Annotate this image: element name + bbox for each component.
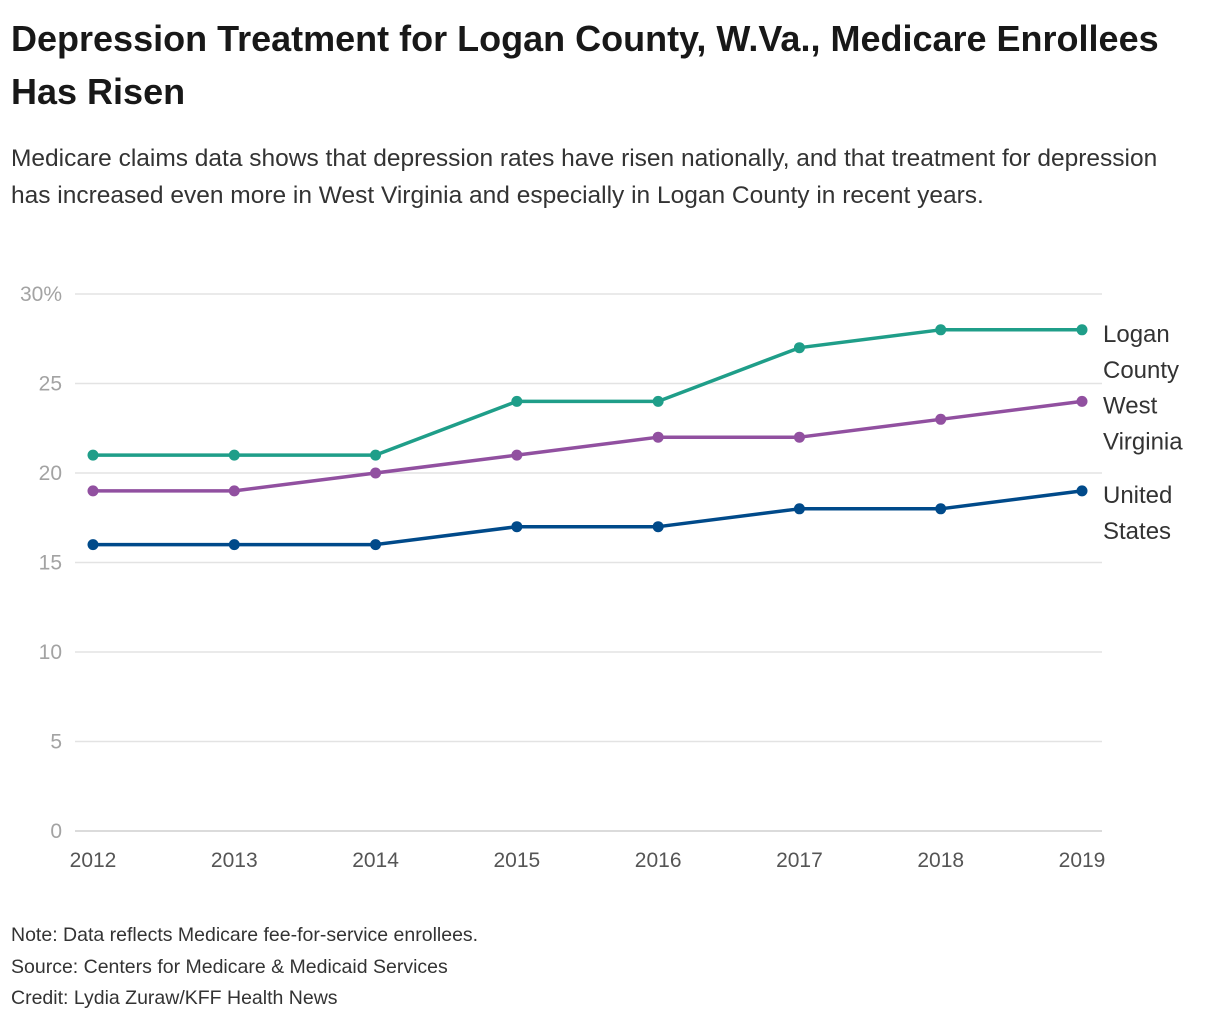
series-labels: Logan County West Virginia United States xyxy=(1103,321,1183,545)
y-tick-label: 5 xyxy=(50,731,62,754)
x-tick-label: 2012 xyxy=(70,849,117,872)
data-point xyxy=(652,395,664,407)
x-tick-label: 2013 xyxy=(211,849,258,872)
data-point xyxy=(370,449,382,461)
series-line-logan-county xyxy=(93,328,1082,457)
data-point xyxy=(935,503,947,515)
series-line-west-virginia xyxy=(93,399,1083,493)
series-label-west-virginia: West Virginia xyxy=(1103,392,1183,455)
x-tick-label: 2015 xyxy=(493,849,540,872)
data-point xyxy=(511,395,523,407)
chart-title: Depression Treatment for Logan County, W… xyxy=(11,18,1159,112)
gridlines xyxy=(75,293,1102,832)
series-label-logan-county: Logan County xyxy=(1103,321,1179,384)
data-point xyxy=(1076,395,1088,407)
data-point xyxy=(228,449,240,461)
data-point xyxy=(511,521,523,533)
data-point xyxy=(1076,485,1088,497)
y-tick-label: 25 xyxy=(39,373,62,396)
y-tick-label: 15 xyxy=(39,552,62,575)
x-axis-ticks: 2012 2013 2014 2015 2016 2017 2018 2019 xyxy=(70,849,1106,872)
x-tick-label: 2017 xyxy=(776,849,823,872)
data-point xyxy=(87,485,99,497)
y-tick-label: 20 xyxy=(39,462,62,485)
data-point xyxy=(935,413,947,425)
chart-notes: Note: Data reflects Medicare fee-for-ser… xyxy=(11,920,478,1015)
series-line-united-states xyxy=(93,489,1083,547)
data-point xyxy=(793,431,805,443)
source-text: Source: Centers for Medicare & Medicaid … xyxy=(11,955,448,978)
y-tick-label: 30% xyxy=(20,283,62,306)
y-axis-ticks: 0 5 10 15 20 25 30% xyxy=(20,283,62,843)
data-point xyxy=(87,449,99,461)
series-label-line: United xyxy=(1103,482,1172,509)
series-label-line: West xyxy=(1103,392,1158,419)
credit-text: Credit: Lydia Zuraw/KFF Health News xyxy=(11,987,338,1009)
data-point xyxy=(370,539,382,551)
x-tick-label: 2016 xyxy=(635,849,682,872)
series-label-line: County xyxy=(1103,357,1179,384)
series-label-line: Virginia xyxy=(1103,428,1183,455)
x-tick-label: 2019 xyxy=(1059,849,1106,872)
chart-subtitle: Medicare claims data shows that depressi… xyxy=(11,145,1158,209)
series-points xyxy=(87,324,1088,551)
data-point xyxy=(1076,324,1088,336)
x-tick-label: 2014 xyxy=(352,849,399,872)
y-tick-label: 0 xyxy=(50,820,62,843)
series-label-line: Logan xyxy=(1103,321,1170,348)
data-point xyxy=(228,539,240,551)
data-point xyxy=(87,539,99,551)
data-point xyxy=(652,521,664,533)
x-tick-label: 2018 xyxy=(917,849,964,872)
data-point xyxy=(935,324,947,336)
y-tick-label: 10 xyxy=(39,641,62,664)
data-point xyxy=(228,485,240,497)
note-text: Note: Data reflects Medicare fee-for-ser… xyxy=(11,924,479,946)
data-point xyxy=(511,449,523,461)
series-label-line: States xyxy=(1103,518,1171,545)
data-point xyxy=(793,503,805,515)
data-point xyxy=(652,431,664,443)
data-point xyxy=(370,467,382,479)
series-label-united-states: United States xyxy=(1103,482,1172,545)
series-lines xyxy=(93,328,1083,547)
data-point xyxy=(793,342,805,354)
